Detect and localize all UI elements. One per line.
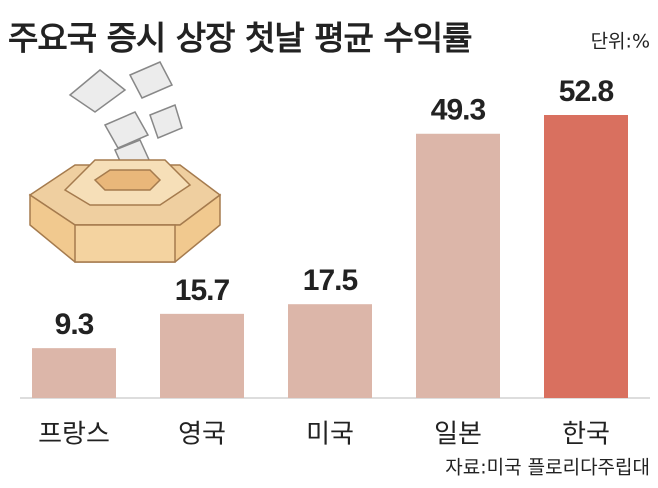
value-label: 17.5 — [303, 264, 358, 297]
bar — [32, 348, 116, 398]
x-tick-label: 미국 — [306, 420, 354, 450]
bar — [416, 133, 500, 399]
x-tick-label: 영국 — [178, 420, 226, 450]
source-note: 자료:미국 플로리다주립대 — [445, 457, 650, 479]
value-label: 15.7 — [175, 274, 230, 307]
unit-label: 단위:% — [591, 31, 650, 53]
x-tick-label: 일본 — [434, 420, 482, 450]
value-label: 52.8 — [559, 75, 614, 108]
bar — [544, 115, 628, 398]
chart-title: 주요국 증시 상장 첫날 평균 수익률 — [8, 19, 472, 58]
x-tick-label: 프랑스 — [38, 420, 110, 450]
bar — [160, 313, 244, 398]
x-tick-label: 한국 — [562, 420, 610, 450]
bar — [288, 304, 372, 398]
value-label: 49.3 — [431, 94, 486, 127]
ballot-box-illustration — [28, 61, 222, 263]
value-label: 9.3 — [55, 308, 94, 341]
